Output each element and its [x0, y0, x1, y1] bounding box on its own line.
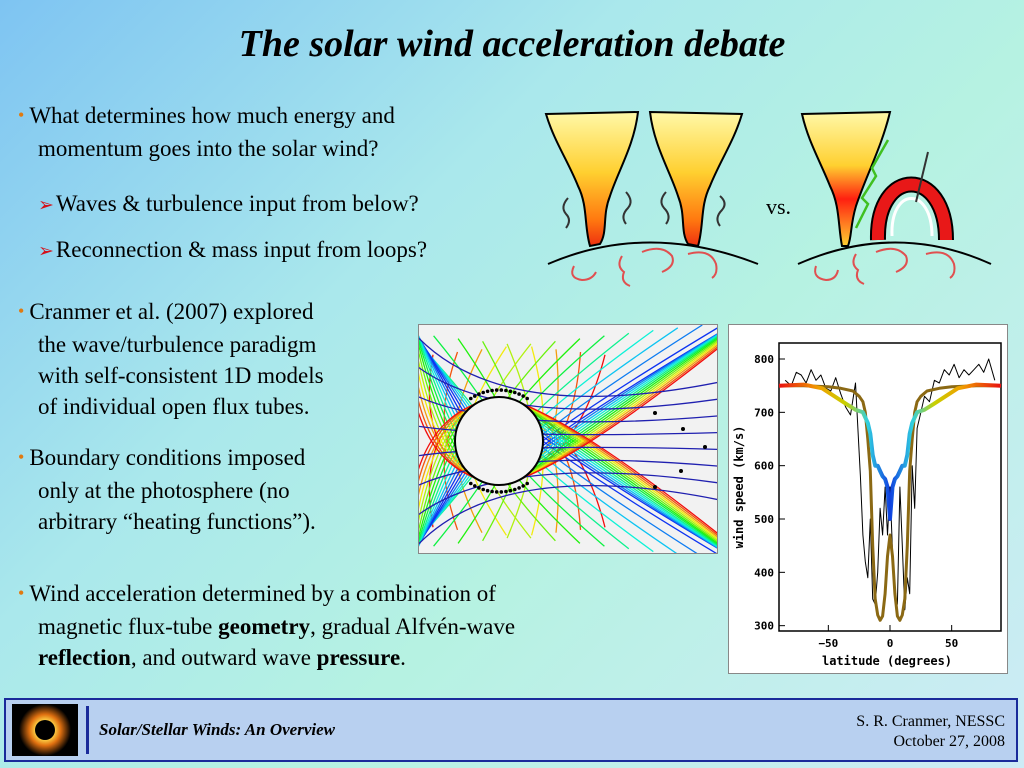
observed-speed-line	[784, 358, 996, 611]
y-tick-label: 400	[754, 566, 774, 579]
field-marker-dot	[653, 485, 657, 489]
slide-title: The solar wind acceleration debate	[238, 23, 786, 65]
bullet-text: momentum goes into the solar wind?	[38, 136, 379, 161]
vs-label: vs.	[766, 194, 792, 219]
flux-tube-base-dot	[521, 484, 525, 488]
bullet-text: of individual open flux tubes.	[38, 394, 310, 419]
y-tick-label: 700	[754, 406, 774, 419]
flux-tube-base-dot	[499, 490, 504, 494]
y-tick-label: 300	[754, 620, 774, 633]
flux-tube-base-dot	[499, 388, 504, 392]
y-axis-label: wind speed (km/s)	[732, 426, 746, 549]
footer-date: October 27, 2008	[893, 733, 1005, 750]
field-marker-dot	[679, 469, 683, 473]
footer-bar: Solar/Stellar Winds: An Overview S. R. C…	[86, 706, 1015, 754]
model-envelope-line	[779, 384, 1001, 622]
bullet-text: Boundary conditions imposed	[29, 445, 306, 470]
sun-disk	[454, 396, 544, 486]
field-marker-dot	[653, 411, 657, 415]
bullet-text: .	[400, 645, 406, 670]
flux-tube-base-dot	[477, 392, 481, 396]
x-tick-label: 0	[887, 637, 894, 650]
bold-reflection: reflection	[38, 645, 131, 670]
field-marker-dot	[681, 427, 685, 431]
flux-tube-base-dot	[517, 486, 521, 490]
flux-tube-base-dot	[513, 390, 517, 395]
flux-tube-base-dot	[473, 484, 477, 488]
bullet-text: What determines how much energy and	[29, 103, 395, 128]
arrow-bullet-icon: ➢	[38, 195, 54, 216]
flux-tube-base-dot	[525, 481, 529, 486]
y-tick-label: 500	[754, 513, 774, 526]
bullet-text: the wave/turbulence paradigm	[38, 332, 317, 357]
equatorial-field-line	[413, 472, 720, 519]
solar-eclipse-logo	[12, 704, 78, 756]
bullet-cranmer: • Cranmer et al. (2007) explored the wave…	[18, 296, 324, 422]
flux-tube-base-dot	[521, 394, 525, 398]
x-tick-label: 50	[945, 637, 958, 650]
bullet-dot-icon: •	[18, 583, 25, 603]
footer-author-date: S. R. Cranmer, NESSC October 27, 2008	[856, 712, 1005, 752]
slide-footer: Solar/Stellar Winds: An Overview S. R. C…	[4, 698, 1018, 762]
field-lines-figure	[406, 286, 794, 596]
x-tick-label: −50	[818, 637, 838, 650]
y-tick-label: 600	[754, 460, 774, 473]
subbullet-text: Reconnection & mass input from loops?	[55, 237, 428, 262]
x-axis-label: latitude (degrees)	[822, 654, 952, 668]
subbullet-waves: ➢Waves & turbulence input from below?	[38, 188, 419, 221]
bullet-text: Wind acceleration determined by a combin…	[29, 581, 496, 606]
field-marker-dot	[703, 445, 707, 449]
flux-tube-base-dot	[508, 488, 513, 493]
wind-speed-chart: 300 400 500 600 700 800 −50 0 50 latitude (degre…	[732, 342, 1002, 668]
loop-flux-tube-diagram	[797, 110, 992, 285]
flux-tube-base-dot	[469, 396, 473, 401]
bullet-text: Cranmer et al. (2007) explored	[29, 299, 314, 324]
footer-author: S. R. Cranmer, NESSC	[856, 713, 1005, 730]
equatorial-field-line	[413, 332, 720, 398]
flux-tube-base-dot	[481, 487, 485, 492]
flux-tube-base-dot	[525, 396, 529, 401]
bullet-boundary: • Boundary conditions imposed only at the…	[18, 442, 316, 537]
flux-tube-base-dot	[494, 490, 499, 494]
flux-tube-base-dot	[477, 486, 481, 490]
bullet-text: magnetic flux-tube	[38, 614, 219, 639]
flux-tube-base-dot	[517, 392, 521, 396]
flux-tube-base-dot	[469, 481, 473, 486]
flux-tube-base-dot	[490, 489, 494, 494]
wind-speed-chart-panel: 300 400 500 600 700 800 −50 0 50 latitude (degre…	[728, 324, 1008, 674]
bullet-text: arbitrary “heating functions”).	[38, 509, 316, 534]
bullet-text: only at the photosphere (no	[38, 478, 290, 503]
equatorial-field-line	[413, 484, 720, 550]
flux-tube-base-dot	[494, 388, 499, 392]
flux-tube-base-dot	[513, 487, 517, 492]
y-tick-label: 800	[754, 353, 774, 366]
bullet-text: with self-consistent 1D models	[38, 363, 324, 388]
bullet-wind-acceleration: • Wind acceleration determined by a combi…	[18, 578, 515, 673]
bullet-dot-icon: •	[18, 301, 25, 321]
bullet-text: , gradual Alfvén-wave	[310, 614, 516, 639]
model-speed-line	[778, 382, 1002, 521]
flux-tube-base-dot	[508, 389, 513, 394]
bold-geometry: geometry	[218, 614, 311, 639]
arrow-bullet-icon: ➢	[38, 241, 54, 262]
flux-tube-base-dot	[490, 388, 494, 393]
equatorial-field-line	[413, 363, 720, 410]
wave-flux-tube-diagram	[544, 110, 759, 287]
flux-tube-base-dot	[504, 388, 508, 393]
subbullet-reconnection: ➢Reconnection & mass input from loops?	[38, 234, 427, 267]
subbullet-text: Waves & turbulence input from below?	[55, 191, 419, 216]
flux-tube-base-dot	[481, 390, 485, 395]
bullet-dot-icon: •	[18, 105, 25, 125]
flux-tube-base-dot	[504, 489, 508, 494]
field-line-simulation-panel	[406, 286, 794, 596]
flux-tube-base-dot	[485, 488, 490, 493]
bullet-text: , and outward wave	[130, 645, 317, 670]
flux-tube-base-dot	[485, 389, 490, 394]
bold-pressure: pressure	[316, 645, 401, 670]
bullet-dot-icon: •	[18, 447, 25, 467]
bullet-energy-question: • What determines how much energy and mom…	[18, 100, 395, 164]
footer-title: Solar/Stellar Winds: An Overview	[99, 720, 335, 739]
flux-tube-base-dot	[473, 394, 477, 398]
